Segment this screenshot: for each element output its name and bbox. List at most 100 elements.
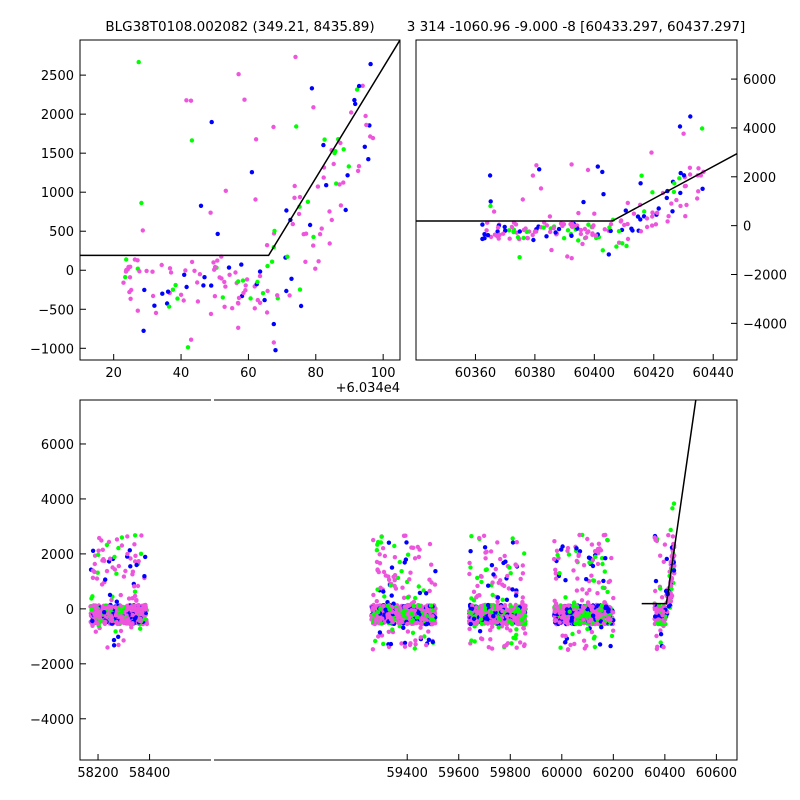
top-right-point	[521, 235, 526, 241]
top-right-point	[482, 232, 487, 237]
bottom-point	[420, 607, 425, 613]
bottom-point	[597, 642, 603, 647]
bottom-point	[99, 582, 105, 587]
bottom-point	[388, 641, 394, 647]
top-right-point	[517, 255, 522, 260]
top-left-point	[355, 168, 361, 174]
top-right-point	[638, 181, 643, 186]
top-left-point	[360, 83, 365, 89]
bottom-point	[426, 637, 432, 642]
bottom-point	[495, 540, 500, 545]
bottom-point	[128, 564, 133, 569]
top-left-point	[324, 183, 329, 188]
bottom-point	[379, 621, 384, 626]
bottom-point	[602, 569, 607, 574]
bottom-point	[502, 583, 507, 589]
bottom-point	[557, 620, 562, 625]
bottom-point	[668, 527, 673, 533]
top-left-point	[260, 291, 266, 296]
bottom-point	[658, 628, 663, 633]
bottom-point	[576, 552, 581, 557]
bottom-point	[553, 571, 558, 576]
top-left-point	[183, 268, 188, 273]
bottom-point	[373, 605, 378, 611]
top-right-point	[480, 222, 485, 227]
top-left-point	[168, 270, 174, 275]
bottom-point	[392, 578, 397, 583]
bottom-point	[412, 646, 417, 651]
top-left-ytick-label: 2500	[41, 69, 74, 84]
bottom-point	[144, 621, 150, 627]
bottom-point	[599, 608, 604, 613]
top-left-point	[198, 203, 204, 208]
top-left-point	[271, 124, 276, 130]
top-left-point	[166, 304, 172, 309]
bottom-point	[119, 543, 125, 548]
top-left-point	[236, 295, 242, 301]
bottom-point	[474, 605, 479, 610]
top-left-point	[252, 306, 257, 311]
bottom-xtick-label: 60200	[593, 766, 634, 781]
top-right-point	[531, 237, 536, 243]
top-left-point	[227, 272, 232, 277]
bottom-point	[416, 603, 422, 608]
top-left-point	[362, 144, 367, 149]
bottom-point	[130, 596, 135, 601]
bottom-point	[422, 634, 427, 639]
top-right-point	[630, 228, 635, 233]
bottom-point	[586, 602, 592, 608]
top-right-point	[558, 221, 564, 226]
top-left-point	[289, 276, 294, 281]
bottom-point	[580, 587, 585, 592]
bottom-point	[605, 606, 610, 611]
bottom-point	[424, 621, 430, 627]
bottom-point	[114, 599, 120, 604]
bottom-point	[421, 588, 426, 593]
bottom-point	[134, 562, 139, 568]
bottom-point	[477, 629, 483, 634]
top-right-point	[699, 126, 705, 131]
bottom-point	[105, 645, 110, 650]
bottom-point	[579, 598, 585, 603]
bottom-point	[397, 624, 402, 629]
bottom-point	[382, 553, 388, 559]
bottom-point	[518, 576, 523, 582]
bottom-point	[658, 640, 663, 645]
top-left-point	[257, 269, 263, 274]
bottom-point	[605, 537, 610, 543]
bottom-point	[116, 545, 121, 551]
bottom-point	[552, 609, 558, 615]
top-right-point	[656, 206, 661, 211]
bottom-point	[130, 621, 135, 626]
top-right-point	[600, 169, 605, 175]
top-left-point	[307, 222, 313, 228]
top-left-point	[137, 269, 142, 274]
bottom-point	[429, 580, 434, 585]
top-left-point	[265, 263, 270, 269]
bottom-point	[432, 582, 438, 587]
top-right-point	[696, 189, 701, 194]
top-left-point	[195, 299, 201, 304]
top-right-point	[669, 201, 674, 206]
bottom-point	[495, 599, 500, 604]
bottom-point	[114, 619, 119, 625]
top-right-point	[696, 166, 701, 171]
bottom-point	[107, 604, 112, 609]
bottom-xtick-label: 60600	[696, 766, 737, 781]
bottom-model-line	[641, 400, 697, 605]
bottom-point	[506, 586, 511, 591]
top-left-point	[257, 273, 263, 279]
top-left-point	[123, 274, 128, 280]
bottom-point	[127, 548, 132, 553]
top-right-point	[687, 165, 693, 170]
top-left-point	[287, 293, 292, 298]
bottom-point	[493, 610, 498, 615]
bottom-point	[393, 610, 398, 615]
top-left-point	[327, 209, 332, 214]
top-right-point	[635, 214, 641, 219]
bottom-point	[485, 621, 491, 626]
top-right-point	[649, 150, 654, 155]
top-left-point	[275, 293, 280, 298]
bottom-point	[109, 618, 115, 624]
top-left-point	[322, 137, 327, 142]
